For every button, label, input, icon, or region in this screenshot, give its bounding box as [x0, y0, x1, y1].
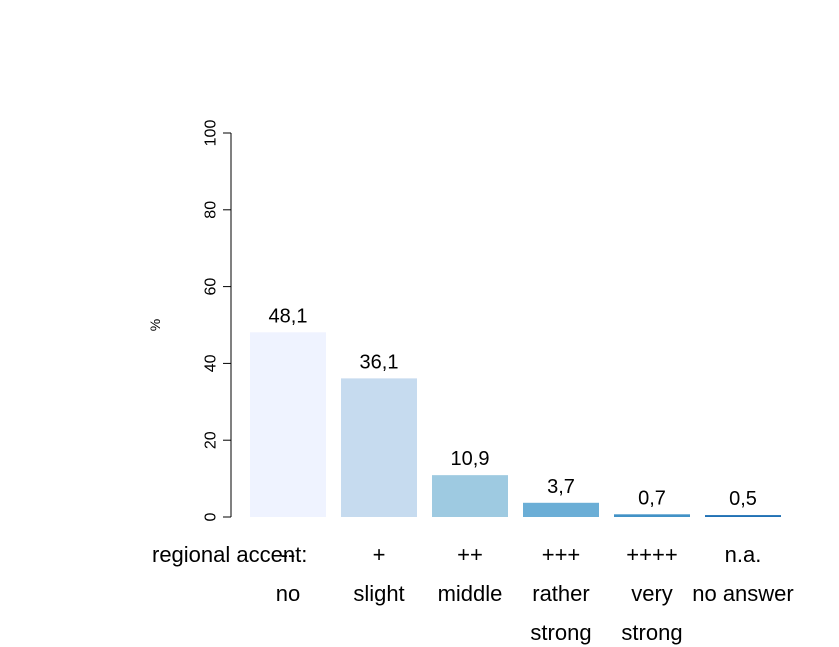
y-axis-label: %	[147, 319, 163, 331]
bar	[432, 475, 508, 517]
y-tick-label: 20	[203, 431, 220, 449]
data-label: 3,7	[547, 476, 575, 498]
bar	[341, 378, 417, 517]
data-label: 48,1	[269, 305, 308, 327]
data-label: 0,5	[729, 488, 757, 510]
y-tick-label: 40	[203, 354, 220, 372]
category-symbol: --	[281, 542, 296, 567]
data-label: 0,7	[638, 487, 666, 509]
y-tick-label: 100	[203, 120, 220, 147]
y-tick-label: 80	[203, 201, 220, 219]
category-symbol: n.a.	[725, 542, 762, 567]
category-row-label: regional accent:	[152, 542, 307, 567]
category-description: rather strong	[530, 581, 591, 645]
category-labels: -- no + slight ++ middle +++ rather strong ++++ ve…	[276, 542, 794, 645]
bars	[250, 332, 781, 517]
y-axis: 0 20 40 60 80 100	[203, 120, 232, 521]
bar	[250, 332, 326, 517]
bar	[523, 502, 599, 517]
category-symbol: ++	[457, 542, 483, 567]
category-symbol: +	[373, 542, 386, 567]
category-description: middle	[438, 581, 503, 606]
category-symbol: +++	[542, 542, 581, 567]
category-description: very strong	[621, 581, 682, 645]
data-label: 10,9	[451, 448, 490, 470]
category-description: slight	[353, 581, 404, 606]
category-description: no	[276, 581, 300, 606]
category-symbol: ++++	[626, 542, 677, 567]
data-label: 36,1	[360, 351, 399, 373]
bar	[705, 515, 781, 517]
y-tick-label: 0	[203, 512, 220, 521]
bar	[614, 514, 690, 517]
value-labels: 48,1 36,1 10,9 3,7 0,7 0,5	[269, 305, 757, 510]
category-description: no answer	[692, 581, 794, 606]
y-tick-label: 60	[203, 278, 220, 296]
